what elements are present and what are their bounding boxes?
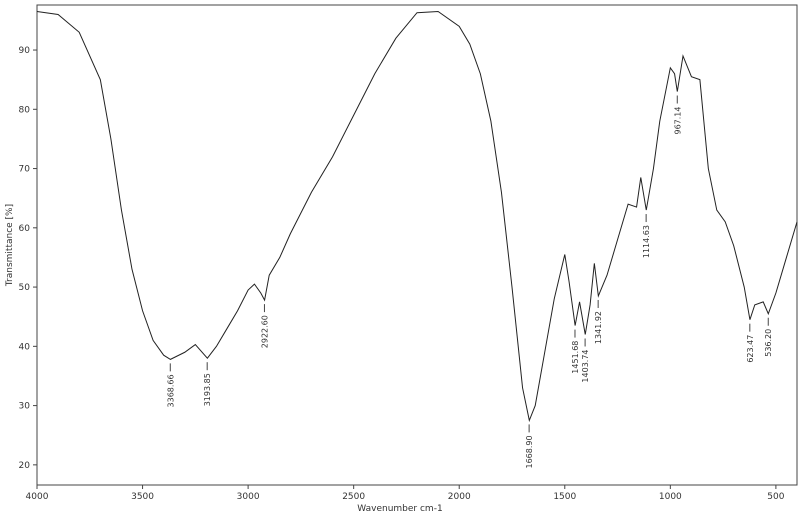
peak-label: 536.20	[764, 329, 773, 357]
x-tick-label: 1000	[659, 492, 682, 502]
peak-label: 1668.90	[525, 435, 534, 468]
y-axis-label: Transmittance [%]	[5, 204, 15, 287]
y-tick-label: 20	[19, 461, 31, 471]
x-tick-label: 500	[767, 492, 784, 502]
plot-frame	[36, 4, 798, 486]
x-tick-label: 2000	[448, 492, 471, 502]
y-tick-label: 40	[19, 342, 31, 352]
y-tick-label: 30	[19, 402, 31, 412]
peak-label: 623.47	[746, 335, 755, 363]
x-tick-label: 3500	[131, 492, 154, 502]
x-axis-label: Wavenumber cm-1	[357, 504, 442, 514]
x-tick-label: 1500	[553, 492, 576, 502]
x-tick-label: 2500	[342, 492, 365, 502]
x-tick-label: 3000	[237, 492, 260, 502]
y-tick-label: 90	[19, 46, 31, 56]
peak-label: 1403.74	[581, 349, 590, 382]
peak-label: 967.14	[673, 107, 682, 135]
spectrum-line	[36, 11, 798, 423]
peak-label: 3193.85	[203, 373, 212, 406]
x-tick-label: 4000	[26, 492, 49, 502]
y-tick-label: 50	[19, 283, 31, 293]
y-tick-label: 60	[19, 224, 31, 234]
y-tick-label: 80	[19, 105, 31, 115]
peak-label: 2922.60	[260, 315, 269, 348]
peak-label: 1114.63	[642, 225, 651, 258]
peak-label: 1451.68	[571, 341, 580, 374]
y-tick-label: 70	[19, 165, 31, 175]
peak-label: 1341.92	[594, 311, 603, 344]
peak-label: 3368.66	[166, 374, 175, 407]
